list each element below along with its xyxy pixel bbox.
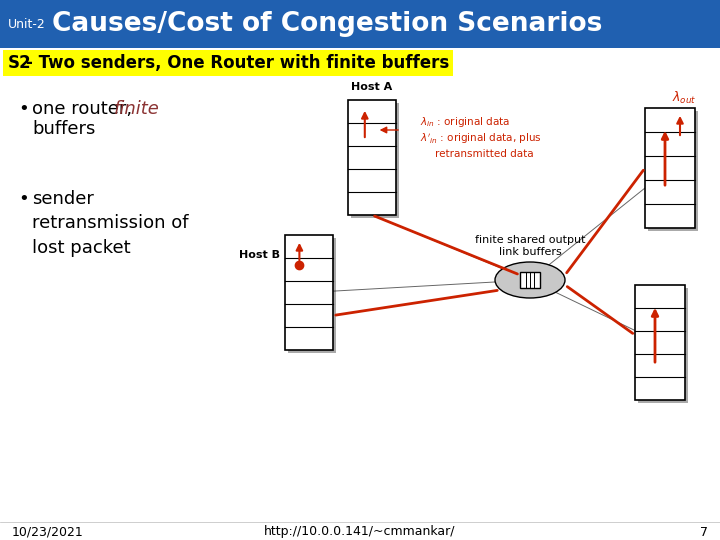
Bar xyxy=(0,0,720,48)
Text: - Two senders, One Router with finite buffers: - Two senders, One Router with finite bu… xyxy=(26,54,449,72)
Bar xyxy=(638,288,688,403)
Text: finite: finite xyxy=(114,100,160,118)
Bar xyxy=(348,100,396,215)
Text: 10/23/2021: 10/23/2021 xyxy=(12,525,84,538)
Bar xyxy=(285,235,333,350)
Text: Unit-2: Unit-2 xyxy=(8,17,46,30)
Text: 7: 7 xyxy=(700,525,708,538)
Bar xyxy=(520,272,540,288)
Text: $\lambda_{in}$ : original data: $\lambda_{in}$ : original data xyxy=(420,115,510,129)
Text: S2: S2 xyxy=(8,54,32,72)
Text: one router,: one router, xyxy=(32,100,138,118)
Text: retransmitted data: retransmitted data xyxy=(435,149,534,159)
Text: sender
retransmission of
lost packet: sender retransmission of lost packet xyxy=(32,190,189,256)
Text: finite shared output
link buffers: finite shared output link buffers xyxy=(474,235,585,256)
Text: Host B: Host B xyxy=(239,250,280,260)
Bar xyxy=(645,108,695,228)
Text: Causes/Cost of Congestion Scenarios: Causes/Cost of Congestion Scenarios xyxy=(52,11,603,37)
Ellipse shape xyxy=(495,262,565,298)
Text: Host A: Host A xyxy=(351,82,392,92)
Text: •: • xyxy=(18,100,29,118)
Text: •: • xyxy=(18,190,29,208)
Bar xyxy=(351,103,399,218)
Text: $\lambda_{out}$: $\lambda_{out}$ xyxy=(672,90,696,106)
Text: buffers: buffers xyxy=(32,120,95,138)
Bar xyxy=(648,111,698,231)
Text: $\lambda'_{in}$ : original data, plus: $\lambda'_{in}$ : original data, plus xyxy=(420,132,542,146)
Bar xyxy=(288,238,336,353)
Text: http://10.0.0.141/~cmmankar/: http://10.0.0.141/~cmmankar/ xyxy=(264,525,456,538)
Bar xyxy=(635,285,685,400)
Bar xyxy=(3,50,453,76)
